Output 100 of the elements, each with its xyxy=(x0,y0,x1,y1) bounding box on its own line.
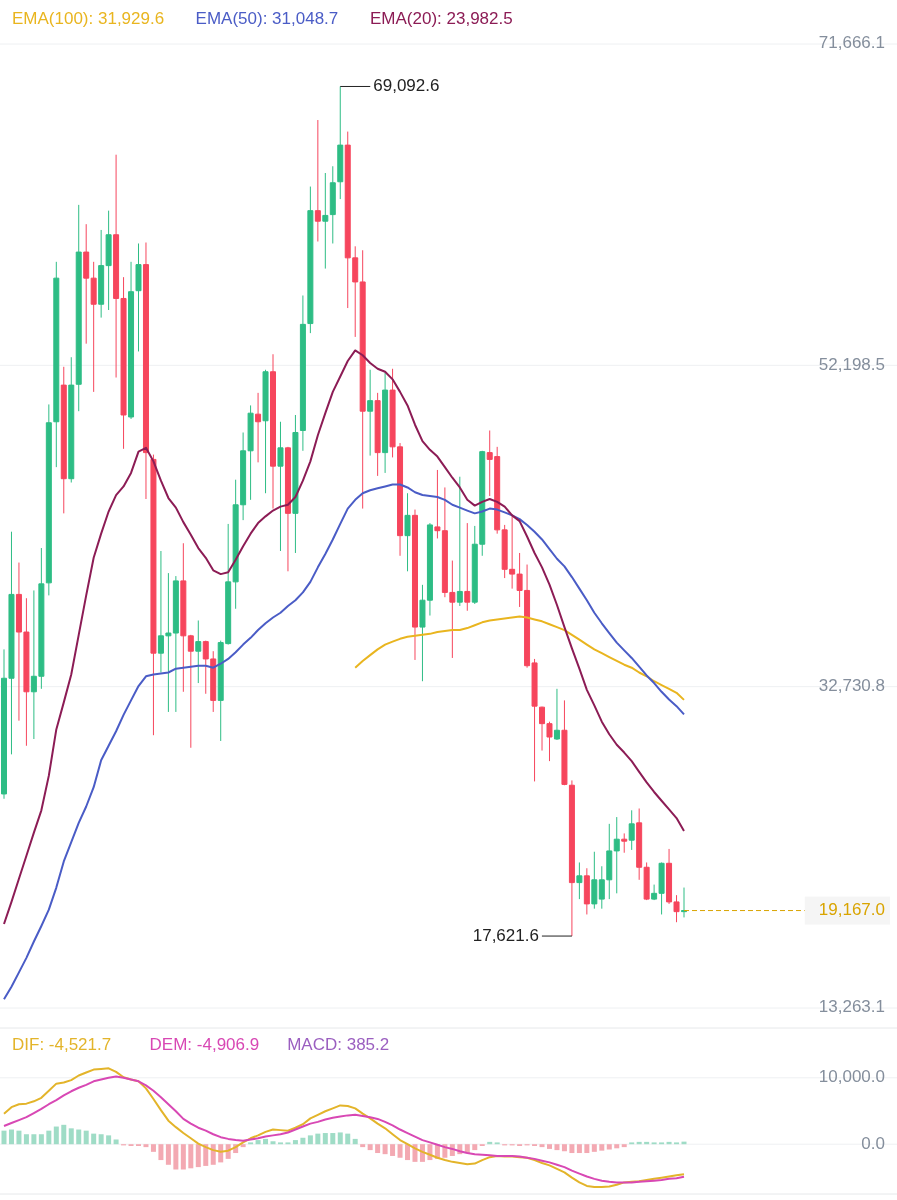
candlestick xyxy=(284,446,291,572)
bar xyxy=(606,1144,612,1150)
annotation: 17,621.6 xyxy=(472,925,539,945)
bar xyxy=(576,1144,582,1154)
candlestick xyxy=(329,165,336,244)
bar xyxy=(158,1144,164,1161)
candlestick xyxy=(411,509,418,661)
candlestick xyxy=(367,369,374,457)
bar xyxy=(106,1135,112,1145)
bar xyxy=(203,1144,209,1166)
bar xyxy=(143,1144,149,1148)
bar xyxy=(8,1129,14,1145)
bar xyxy=(382,1144,388,1155)
bar xyxy=(76,1129,82,1145)
candlestick xyxy=(464,522,471,612)
candlestick xyxy=(576,861,583,900)
bar xyxy=(91,1133,97,1145)
y-tick-label: 71,666.1 xyxy=(818,33,885,53)
candlestick xyxy=(681,887,687,918)
bar xyxy=(83,1130,89,1145)
bar xyxy=(375,1144,381,1154)
bar xyxy=(53,1126,59,1145)
candlestick xyxy=(60,366,67,514)
candlestick xyxy=(591,851,598,910)
ref-line-label: 19,167.0 xyxy=(818,900,885,920)
y-tick-label: 13,263.1 xyxy=(818,997,885,1017)
candlestick xyxy=(90,261,97,393)
bar xyxy=(584,1144,590,1154)
bar xyxy=(554,1144,560,1151)
bar xyxy=(113,1139,119,1145)
line-series xyxy=(354,615,685,701)
bar xyxy=(263,1138,269,1145)
candlestick xyxy=(262,369,269,494)
candlestick xyxy=(135,242,142,352)
bar xyxy=(300,1137,306,1145)
candlestick xyxy=(270,353,277,510)
candlestick xyxy=(142,242,149,500)
bar xyxy=(345,1133,351,1145)
bar xyxy=(621,1144,627,1148)
candlestick xyxy=(195,619,202,684)
bar xyxy=(31,1134,37,1145)
bar xyxy=(337,1132,343,1145)
bar xyxy=(390,1144,396,1156)
candlestick xyxy=(337,85,344,200)
bar xyxy=(98,1134,104,1145)
bar xyxy=(240,1144,246,1148)
series-label: DIF: -4,521.7 xyxy=(12,1035,112,1055)
annotation: MACD: 385.2 xyxy=(287,1035,390,1055)
candlestick xyxy=(374,392,381,477)
bar xyxy=(322,1133,328,1145)
candlestick xyxy=(83,223,90,345)
bar xyxy=(1,1130,7,1145)
bar xyxy=(38,1134,44,1145)
bar xyxy=(397,1144,403,1158)
y-tick-label: 0.0 xyxy=(861,1133,885,1153)
candlestick xyxy=(53,261,60,468)
bar xyxy=(591,1144,597,1152)
candlestick xyxy=(561,699,568,786)
bar xyxy=(292,1140,298,1145)
bar xyxy=(210,1144,216,1165)
candlestick xyxy=(292,414,299,554)
series-label: DEM: -4,906.9 xyxy=(149,1035,260,1055)
bar xyxy=(188,1144,194,1169)
candlestick xyxy=(75,204,82,412)
bar xyxy=(195,1144,201,1168)
bar xyxy=(270,1141,276,1145)
candlestick xyxy=(621,832,628,854)
candlestick xyxy=(314,119,321,243)
bar xyxy=(405,1144,411,1161)
candlestick xyxy=(68,356,75,483)
annotation: 69,092.6 xyxy=(373,75,440,95)
bar xyxy=(539,1144,545,1148)
bar xyxy=(173,1144,179,1170)
bar xyxy=(23,1134,29,1145)
candlestick xyxy=(583,867,590,915)
candlestick xyxy=(255,392,262,463)
candlestick xyxy=(382,372,389,474)
bar xyxy=(367,1144,373,1151)
text: EMA(20): 23,982.5 xyxy=(370,9,513,29)
candlestick xyxy=(322,172,329,270)
bar xyxy=(68,1128,74,1145)
candlestick xyxy=(456,476,463,607)
bar xyxy=(165,1144,171,1165)
bar xyxy=(180,1144,186,1170)
bar xyxy=(150,1144,156,1152)
line-series xyxy=(3,483,685,1001)
bar xyxy=(46,1130,52,1145)
bar xyxy=(352,1138,358,1145)
bar xyxy=(561,1144,567,1152)
bar xyxy=(569,1144,575,1154)
bar xyxy=(16,1130,22,1145)
candlestick xyxy=(180,542,187,693)
candlestick xyxy=(128,261,135,420)
candlestick xyxy=(628,809,635,851)
line-series xyxy=(3,349,685,926)
bar xyxy=(599,1144,605,1151)
candlestick xyxy=(613,816,620,894)
candlestick xyxy=(277,421,284,552)
y-tick-label: 52,198.5 xyxy=(818,354,885,374)
y-tick-label: 32,730.8 xyxy=(818,676,885,696)
